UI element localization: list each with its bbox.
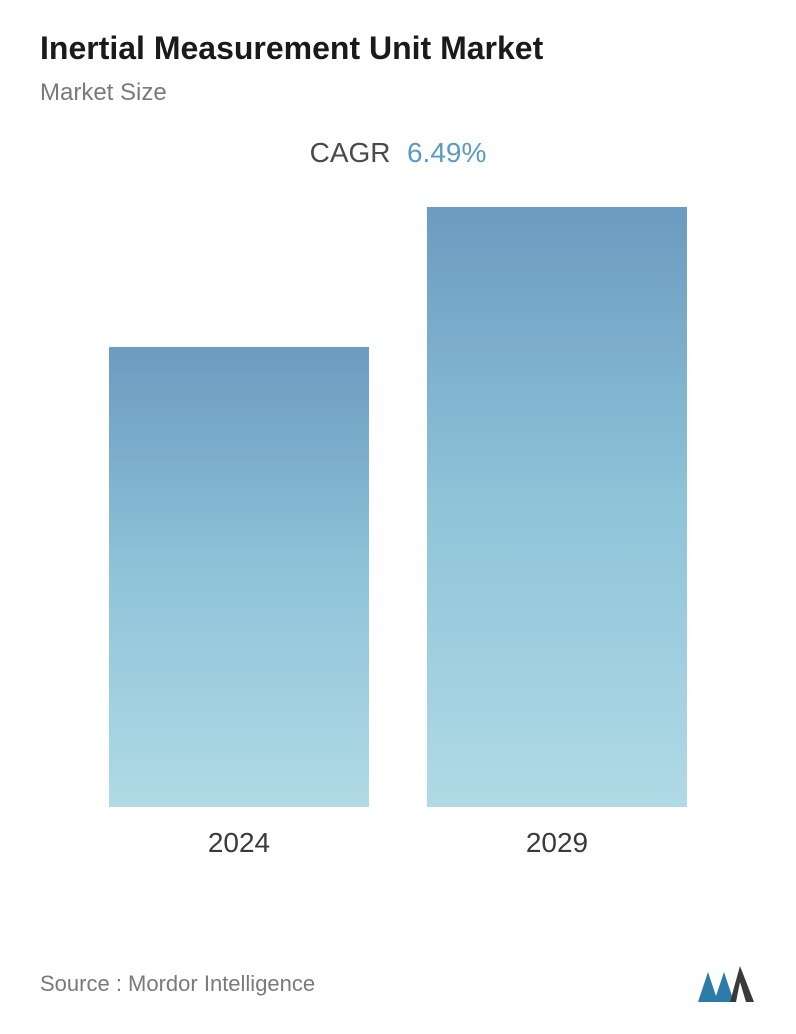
cagr-row: CAGR 6.49%: [40, 137, 756, 169]
chart-area: 2024 2029: [40, 219, 756, 859]
footer: Source : Mordor Intelligence: [40, 964, 756, 1004]
cagr-label: CAGR: [310, 137, 391, 168]
source-text: Source : Mordor Intelligence: [40, 971, 315, 997]
bar-label-1: 2029: [526, 827, 588, 859]
bar-label-0: 2024: [208, 827, 270, 859]
bar-group-0: 2024: [109, 347, 369, 859]
chart-subtitle: Market Size: [40, 79, 756, 107]
bar-group-1: 2029: [427, 207, 687, 859]
bar-1: [427, 207, 687, 807]
bar-0: [109, 347, 369, 807]
brand-logo-icon: [696, 964, 756, 1004]
cagr-value: 6.49%: [407, 137, 486, 168]
chart-title: Inertial Measurement Unit Market: [40, 30, 756, 67]
